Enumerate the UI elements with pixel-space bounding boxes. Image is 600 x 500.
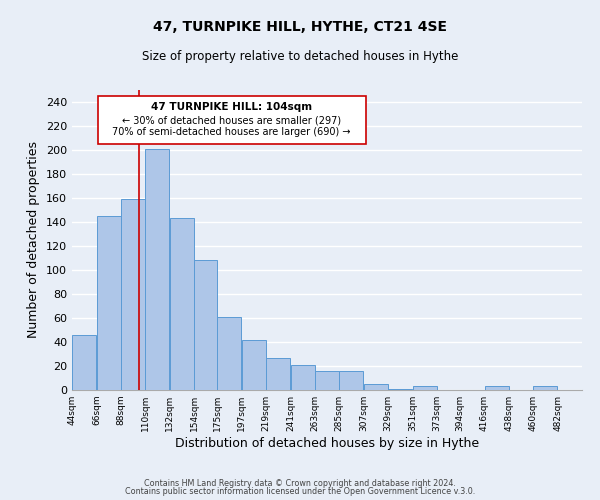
Text: 47 TURNPIKE HILL: 104sqm: 47 TURNPIKE HILL: 104sqm (151, 102, 312, 112)
X-axis label: Distribution of detached houses by size in Hythe: Distribution of detached houses by size … (175, 437, 479, 450)
Bar (413, 386, 437, 390)
Bar (533, 386, 557, 390)
Bar (97, 216, 121, 390)
Bar (340, 371, 364, 390)
Bar (72, 335, 96, 390)
Text: 47, TURNPIKE HILL, HYTHE, CT21 4SE: 47, TURNPIKE HILL, HYTHE, CT21 4SE (153, 20, 447, 34)
FancyBboxPatch shape (97, 96, 366, 144)
Text: Size of property relative to detached houses in Hythe: Size of property relative to detached ho… (142, 50, 458, 63)
Bar (364, 384, 388, 390)
Bar (315, 371, 339, 390)
Bar (388, 389, 412, 390)
Bar (121, 199, 145, 390)
Bar (266, 358, 290, 390)
Text: Contains public sector information licensed under the Open Government Licence v.: Contains public sector information licen… (125, 487, 475, 496)
Text: ← 30% of detached houses are smaller (297): ← 30% of detached houses are smaller (29… (122, 115, 341, 125)
Bar (242, 340, 266, 390)
Bar (485, 386, 509, 390)
Bar (170, 218, 194, 390)
Bar (194, 260, 217, 390)
Bar (290, 365, 314, 390)
Bar (145, 149, 169, 390)
Bar (217, 317, 241, 390)
Text: Contains HM Land Registry data © Crown copyright and database right 2024.: Contains HM Land Registry data © Crown c… (144, 478, 456, 488)
Text: 70% of semi-detached houses are larger (690) →: 70% of semi-detached houses are larger (… (112, 127, 351, 137)
Y-axis label: Number of detached properties: Number of detached properties (28, 142, 40, 338)
